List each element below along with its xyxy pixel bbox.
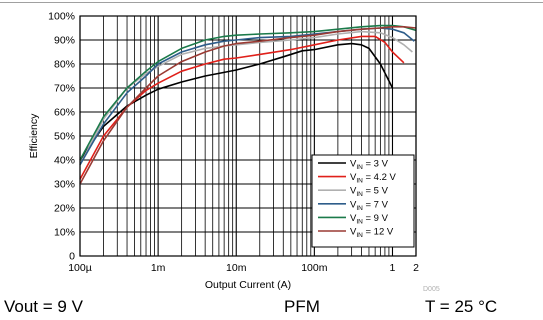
legend-label: VIN = 12 V	[350, 227, 394, 240]
y-tick-label: 0	[69, 251, 75, 263]
x-tick-labels: 100µ 1m 10m 100m 1 2	[68, 262, 419, 274]
x-tick-label: 10m	[226, 262, 247, 274]
x-tick-label: 100µ	[68, 262, 92, 274]
x-tick-label: 100m	[301, 262, 328, 274]
condition-temperature: T = 25 °C	[425, 297, 498, 316]
top-rule	[0, 2, 543, 3]
y-tick-label: 80%	[54, 59, 75, 71]
y-tick-labels: 0 10% 20% 30% 40% 50% 60% 70% 80% 90% 100%	[48, 11, 75, 263]
x-tick-label: 1m	[151, 262, 166, 274]
series-line-4	[79, 24, 417, 161]
condition-mode: PFM	[284, 297, 320, 316]
y-tick-label: 70%	[54, 83, 75, 95]
legend-label: VIN = 7 V	[350, 199, 389, 212]
plot-frame	[79, 15, 417, 257]
series-line-5	[79, 26, 417, 185]
y-tick-label: 20%	[54, 203, 75, 215]
y-tick-label: 10%	[54, 227, 75, 239]
legend-label: VIN = 5 V	[350, 186, 389, 199]
efficiency-chart: 010%20%30%40%50%60%70%80%90%100% 100µ 1m 1…	[28, 11, 440, 294]
y-tick-label: 30%	[54, 179, 75, 191]
watermark-label: D005	[423, 286, 440, 293]
x-tick-label: 2	[413, 262, 419, 274]
legend-label: VIN = 3 V	[350, 159, 389, 172]
y-tick-label: 100%	[48, 11, 75, 23]
y-tick-label: 40%	[54, 155, 75, 167]
y-tick-label: 60%	[54, 107, 75, 119]
x-axis-label: Output Current (A)	[205, 279, 291, 291]
y-tick-label: 50%	[54, 131, 75, 143]
y-tick-label: 90%	[54, 35, 75, 47]
series-line-2	[79, 30, 413, 166]
condition-vout: Vout = 9 V	[4, 297, 83, 316]
x-tick-label: 1	[390, 262, 396, 274]
legend-label: VIN = 4.2 V	[350, 172, 397, 185]
series-line-0	[79, 42, 394, 161]
legend-label: VIN = 9 V	[350, 213, 389, 226]
series-line-1	[79, 35, 405, 180]
series-group	[79, 24, 417, 185]
y-axis-label: Efficiency	[28, 113, 40, 158]
